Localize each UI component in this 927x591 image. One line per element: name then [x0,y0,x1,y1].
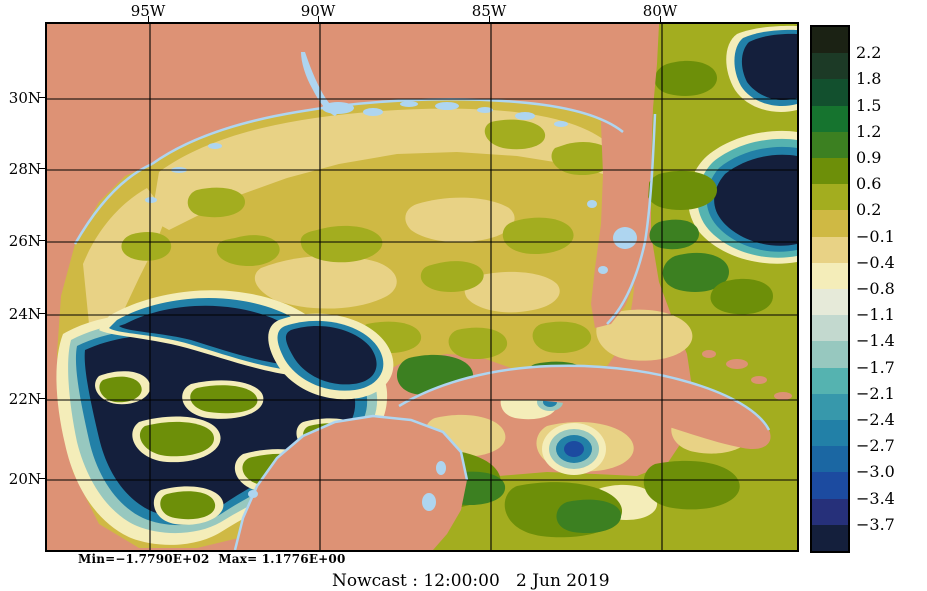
colorbar-band-5 [812,158,848,185]
colorbar-tick-label-6: 0.2 [856,200,882,220]
colorbar-band-2 [812,79,848,106]
atlantic-deep-anomaly-north [726,25,797,112]
lat-tick-mark-24n [39,313,45,314]
atlantic-deep-anomaly-main [688,130,797,264]
gulf-light-patch-2 [405,197,515,243]
lat-tick-mark-30n [39,97,45,98]
land-cuba [391,365,771,450]
colorbar-band-19 [812,524,848,551]
lon-tick-mark-95w [148,16,149,22]
colorbar-band-6 [812,184,848,211]
colorbar-tick-label-12: −1.7 [856,357,895,377]
colorbar-tick-label-14: −2.4 [856,410,895,429]
colorbar-band-15 [812,420,848,447]
colorbar-band-13 [812,367,848,394]
colorbar-tick-label-4: 0.9 [856,148,882,167]
lat-tick-label-28n: 28N [8,160,41,178]
lat-tick-label-22n: 22N [8,390,41,408]
campeche-eastern-branch [268,313,394,400]
lon-tick-label-90w: 90W [300,2,336,20]
lat-tick-mark-26n [39,240,45,241]
colorbar-band-11 [812,315,848,342]
map-gridlines [47,24,797,550]
colorbar-labels: 2.2 1.8 1.5 1.2 0.9 0.6 0.2 −0.1 −0.4 −0.8 −1.1 −1.… [856,25,926,553]
lat-tick-mark-28n [39,168,45,169]
colorbar-band-8 [812,236,848,263]
colorbar-tick-label-3: 1.2 [856,121,882,141]
colorbar-band-14 [812,393,848,421]
atlantic-base-band [347,24,797,550]
colorbar-tick-label-16: −3.0 [856,462,895,482]
eddy-core-cuba [542,423,606,475]
colorbar-band-9 [812,262,848,290]
gulf-light-patch-1 [254,255,397,309]
lat-tick-mark-22n [39,398,45,399]
lon-tick-label-85w: 85W [471,2,507,20]
map-panel[interactable] [45,22,799,552]
colorbar-band-3 [812,105,848,132]
lon-tick-mark-80w [660,16,661,22]
land-yucatan [235,416,467,550]
lat-tick-label-30n: 30N [8,89,41,107]
colorbar-band-0 [812,27,848,54]
colorbar-tick-label-11: −1.4 [856,331,895,351]
lat-tick-label-26n: 26N [8,232,41,250]
lon-tick-label-80w: 80W [642,2,678,20]
colorbar-tick-label-1: 1.8 [856,69,882,89]
colorbar-band-18 [812,498,848,525]
colorbar-tick-label-5: 0.6 [856,174,882,194]
lat-tick-mark-20n [39,478,45,479]
colorbar-tick-label-15: −2.7 [856,436,895,456]
shelf-band-light-w [83,188,167,336]
colorbar-tick-label-0: 2.2 [856,43,882,63]
nowcast-annotation: Nowcast : 12:00:00 2 Jun 2019 [332,571,610,591]
colorbar-band-10 [812,289,848,316]
lon-tick-mark-85w [489,16,490,22]
colorbar-band-7 [812,210,848,237]
colorbar-band-1 [812,53,848,80]
colorbar-band-4 [812,131,848,159]
lat-tick-label-24n: 24N [8,305,41,323]
colorbar-tick-label-8: −0.4 [856,252,895,272]
land-bahamas-specks [702,350,792,400]
lon-tick-label-95w: 95W [130,2,166,20]
gulf-light-patch-3 [464,271,560,313]
colorbar-tick-label-7: −0.1 [856,226,895,246]
colorbar-tick-label-13: −2.1 [856,383,895,403]
colorbar-tick-label-18: −3.7 [856,514,895,534]
lat-tick-label-20n: 20N [8,470,41,488]
colorbar-band-16 [812,446,848,473]
colorbar-tick-label-9: −0.8 [856,279,895,298]
lon-tick-mark-90w [318,16,319,22]
minmax-annotation: Min=−1.7790E+02 Max= 1.1776E+00 [78,552,346,566]
colorbar-tick-label-2: 1.5 [856,95,882,115]
colorbar-band-17 [812,472,848,499]
colorbar-band-12 [812,341,848,368]
colorbar-tick-label-17: −3.4 [856,488,895,508]
scalar-field-plot [47,24,797,550]
colorbar[interactable] [810,25,850,553]
colorbar-tick-label-10: −1.1 [856,305,895,325]
